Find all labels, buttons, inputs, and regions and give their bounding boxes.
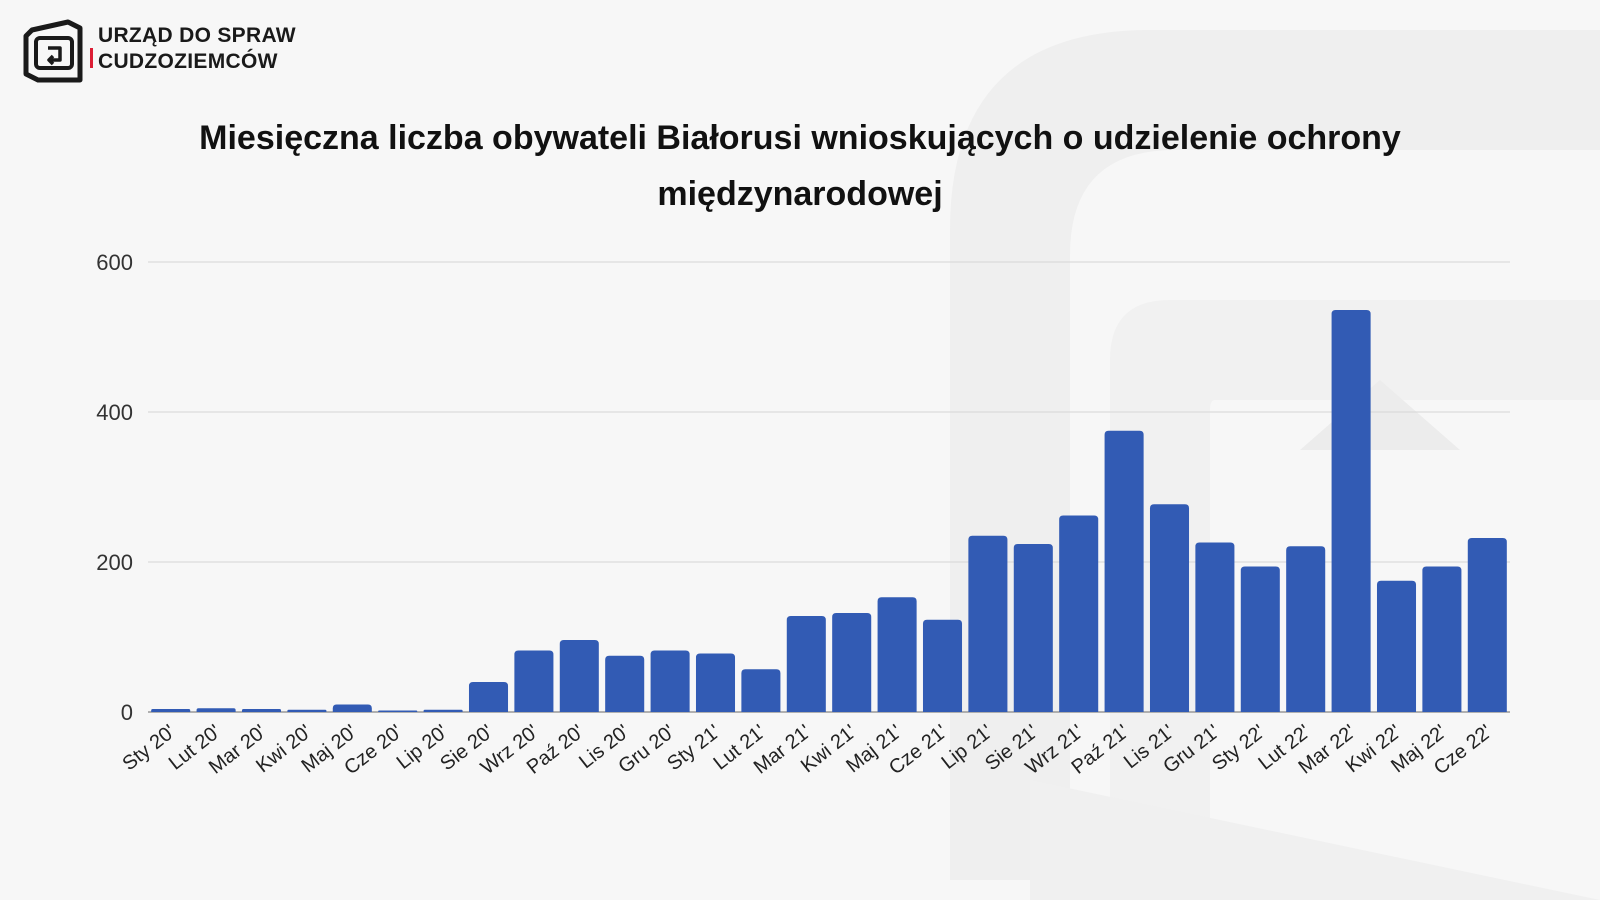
bar-lut-22 (1286, 546, 1326, 712)
bar-paź-21 (1104, 430, 1144, 712)
y-tick-label: 600 (96, 250, 133, 275)
x-category-label: Sty 21' (663, 721, 724, 776)
bar-maj-20 (332, 704, 372, 712)
logo-emblem-icon (23, 19, 83, 83)
gridlines (148, 261, 1510, 713)
x-category-label: Sty 22' (1208, 721, 1269, 776)
y-tick-label: 200 (96, 550, 133, 575)
bar-kwi-21 (832, 613, 872, 712)
agency-logo: URZĄD DO SPRAW CUDZOZIEMCÓW (22, 18, 332, 88)
bar-mar-21 (786, 616, 826, 712)
logo-accent-bar (90, 48, 93, 68)
bar-gru-21 (1195, 542, 1235, 712)
bar-paź-20 (559, 640, 599, 712)
y-tick-label: 400 (96, 400, 133, 425)
bar-sty-22 (1240, 566, 1280, 712)
bar-lut-21 (741, 669, 781, 712)
bar-sie-21 (1013, 544, 1053, 712)
y-tick-label: 0 (121, 700, 133, 725)
bar-lip-20 (423, 709, 463, 712)
bar-mar-22 (1331, 310, 1371, 712)
x-category-label: Sty 20' (119, 721, 180, 776)
bar-cze-21 (922, 619, 963, 712)
bar-wrz-20 (514, 650, 554, 712)
bar-lip-21 (968, 535, 1008, 712)
bar-kwi-22 (1376, 580, 1417, 712)
bar-maj-21 (877, 597, 917, 712)
logo-text-line2: CUDZOZIEMCÓW (98, 50, 278, 73)
bar-gru-20 (650, 650, 690, 712)
bar-maj-22 (1422, 566, 1462, 712)
bar-kwi-20 (287, 709, 327, 712)
bar-lis-21 (1149, 504, 1190, 712)
bar-sty-21 (695, 653, 736, 712)
logo-text-line1: URZĄD DO SPRAW (98, 24, 296, 47)
bar-mar-20 (241, 709, 282, 712)
bar-sty-20 (151, 709, 191, 712)
bar-wrz-21 (1059, 515, 1099, 712)
bars (151, 310, 1507, 712)
y-axis-ticks: 0 200 400 600 (96, 250, 133, 725)
chart-title: Miesięczna liczba obywateli Białorusi wn… (199, 119, 1401, 213)
bar-sie-20 (468, 682, 509, 712)
bar-lut-20 (196, 708, 236, 712)
bar-lis-20 (605, 655, 645, 712)
x-axis-labels: Sty 20'Lut 20'Mar 20'Kwi 20'Maj 20'Cze 2… (119, 721, 1497, 780)
bar-cze-20 (378, 710, 418, 712)
bar-cze-22 (1467, 538, 1507, 712)
